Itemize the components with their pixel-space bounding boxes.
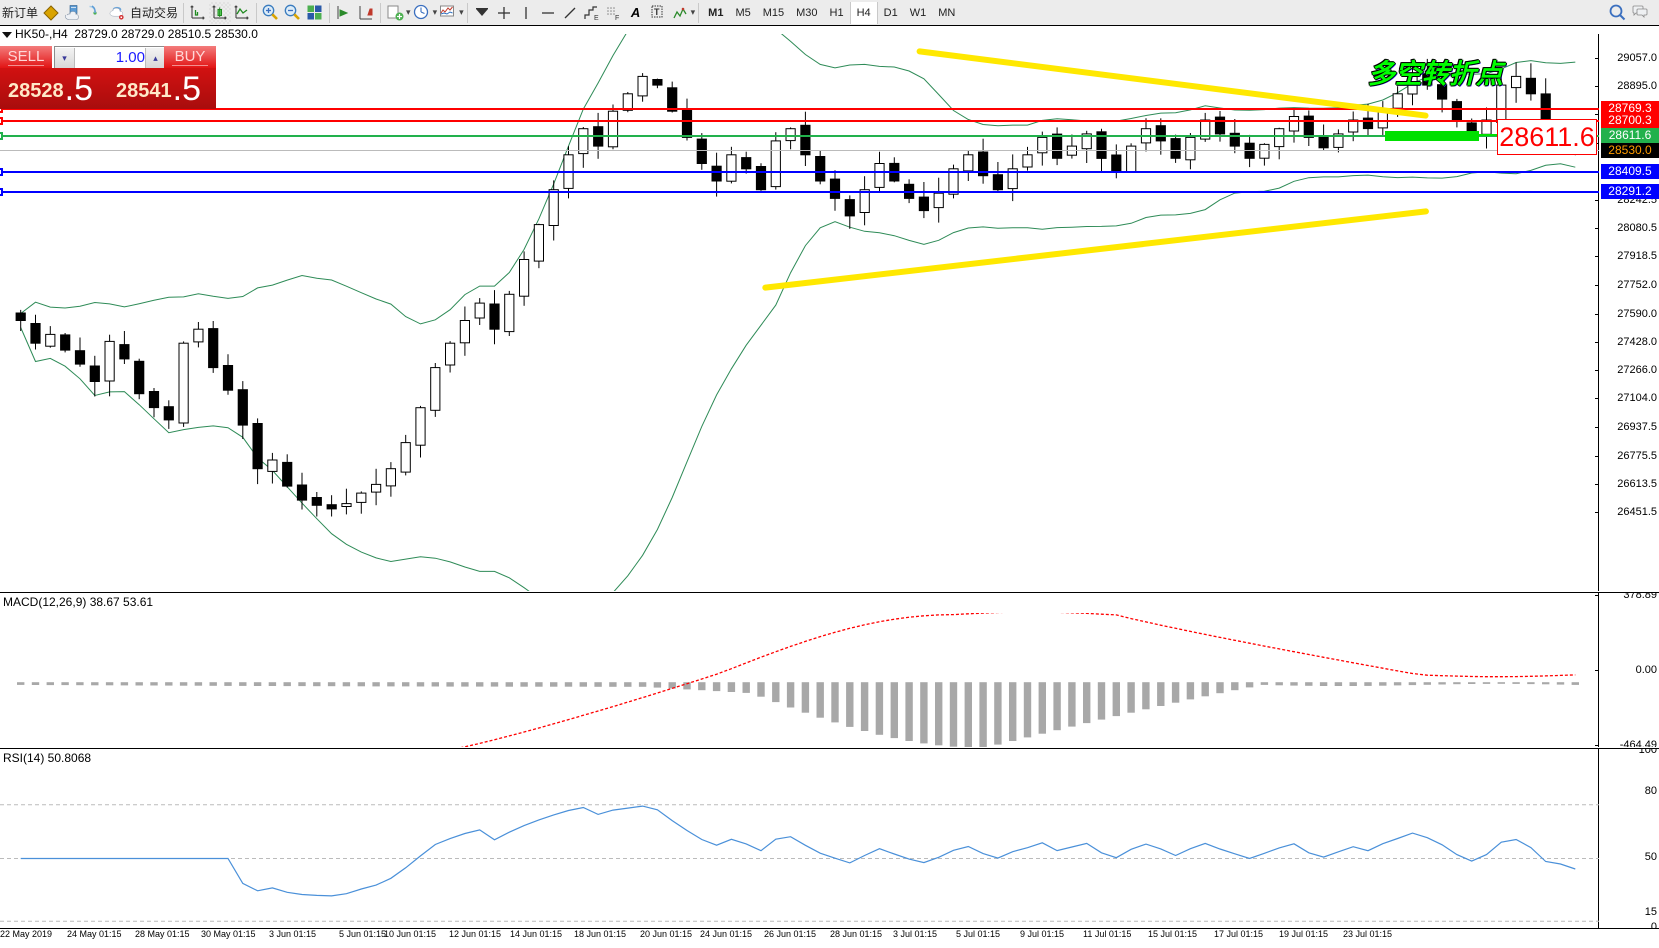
svg-text:E: E xyxy=(594,15,599,22)
svg-text:T: T xyxy=(654,7,660,17)
svg-text:F: F xyxy=(615,15,619,22)
